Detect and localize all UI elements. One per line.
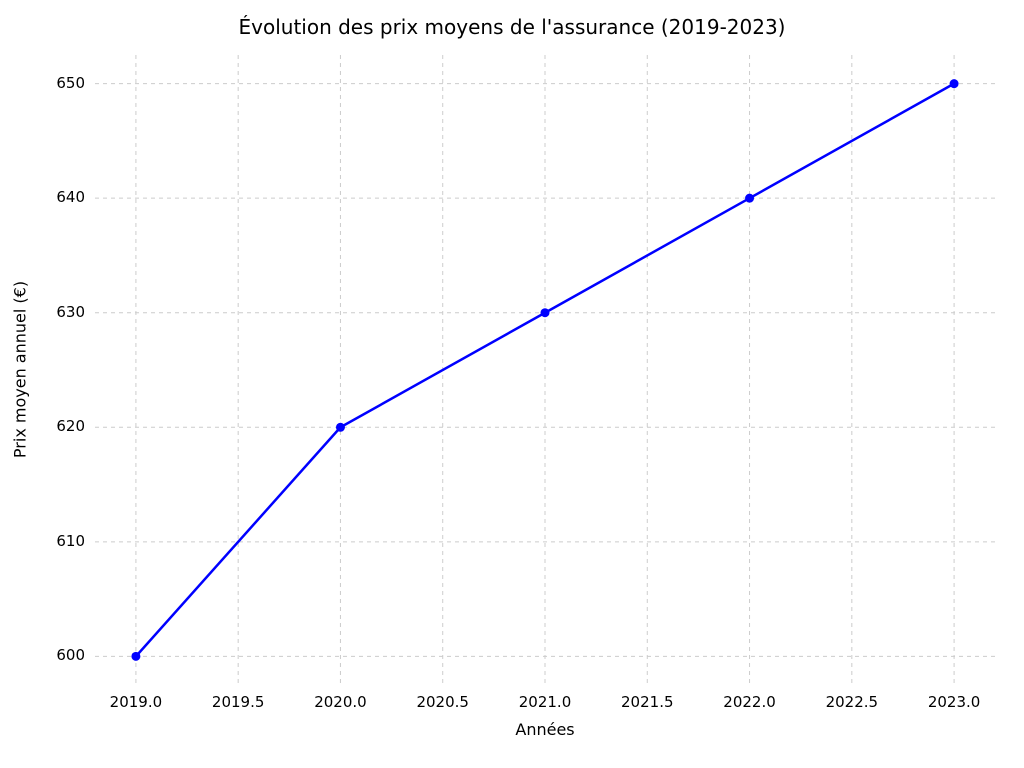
x-tick-label: 2021.5 — [607, 693, 687, 711]
y-tick-label: 640 — [40, 188, 85, 206]
x-tick-label: 2021.0 — [505, 693, 585, 711]
x-tick-label: 2019.5 — [198, 693, 278, 711]
chart-container: Évolution des prix moyens de l'assurance… — [0, 0, 1024, 768]
x-tick-label: 2020.0 — [300, 693, 380, 711]
x-tick-label: 2019.0 — [96, 693, 176, 711]
y-tick-label: 650 — [40, 74, 85, 92]
x-tick-label: 2023.0 — [914, 693, 994, 711]
x-tick-label: 2022.0 — [710, 693, 790, 711]
y-tick-label: 600 — [40, 646, 85, 664]
x-tick-label: 2022.5 — [812, 693, 892, 711]
x-tick-label: 2020.5 — [403, 693, 483, 711]
y-tick-label: 610 — [40, 532, 85, 550]
y-tick-label: 620 — [40, 417, 85, 435]
y-tick-label: 630 — [40, 303, 85, 321]
line-chart — [0, 0, 1024, 768]
